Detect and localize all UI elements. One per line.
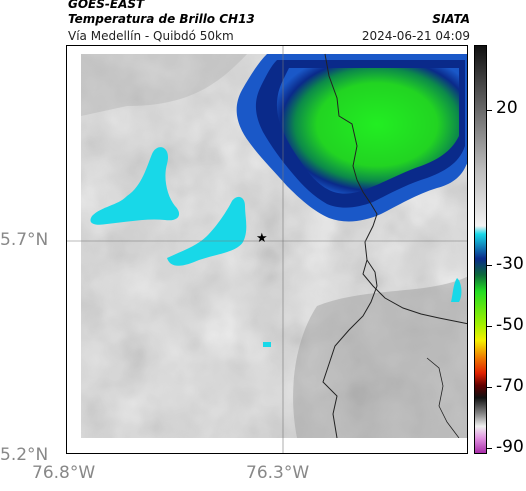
satellite-title: GOES-EAST xyxy=(68,0,145,11)
colorbar-gradient xyxy=(475,46,486,453)
colorbar-label-minus-70: -70 xyxy=(496,376,524,396)
colorbar-tick xyxy=(487,448,492,449)
y-label-5-2: 5.2°N xyxy=(0,445,49,465)
colorbar-label-minus-50: -50 xyxy=(496,315,524,335)
x-label-76-3: 76.3°W xyxy=(246,463,310,483)
colorbar-tick xyxy=(487,387,492,388)
map-canvas xyxy=(67,46,467,453)
org-name: SIATA xyxy=(432,12,470,26)
star-icon: ★ xyxy=(256,231,268,246)
x-label-76-8: 76.8°W xyxy=(32,463,96,483)
timestamp: 2024-06-21 04:09 xyxy=(361,29,470,43)
route-label: Vía Medellín - Quibdó 50km xyxy=(68,29,234,43)
colorbar-label-minus-30: -30 xyxy=(496,254,524,274)
colorbar-tick xyxy=(487,110,492,111)
y-label-5-7: 5.7°N xyxy=(0,230,49,250)
colorbar-tick xyxy=(487,265,492,266)
colorbar-label-20: 20 xyxy=(496,98,518,118)
product-title: Temperatura de Brillo CH13 xyxy=(68,12,255,26)
colorbar-tick xyxy=(487,326,492,327)
satellite-map: ★ xyxy=(66,45,468,454)
colorbar-label-minus-90: -90 xyxy=(496,437,524,457)
colorbar xyxy=(474,45,487,454)
